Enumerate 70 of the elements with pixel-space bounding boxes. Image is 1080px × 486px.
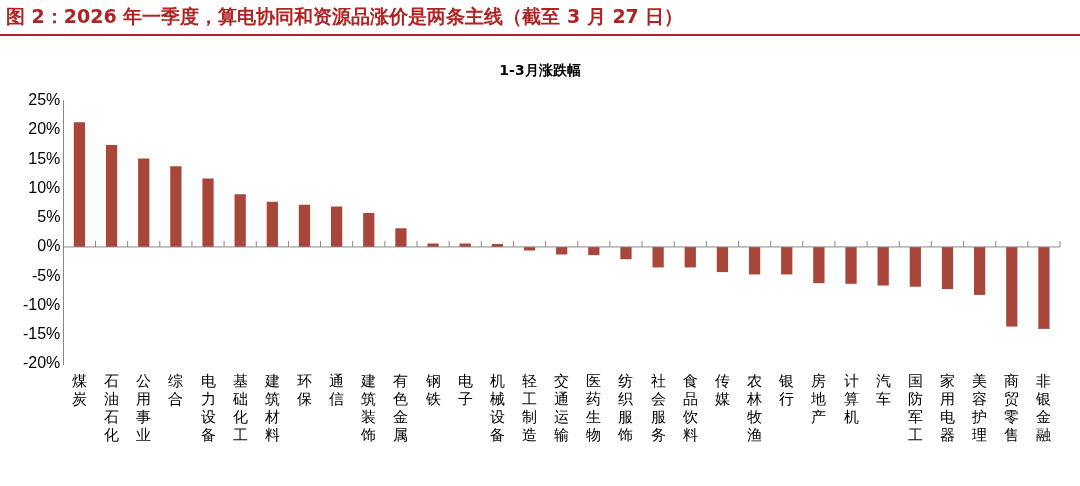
y-tick-label: 10% (28, 178, 61, 196)
bar (363, 212, 375, 247)
y-tick-label: -5% (31, 266, 61, 284)
bar (620, 246, 632, 260)
x-tick-label: 公用事业 (136, 371, 152, 444)
bar (170, 166, 182, 247)
bar (716, 246, 729, 273)
x-tick-label: 建筑装饰 (360, 371, 377, 444)
x-tick-label: 国防军工 (907, 371, 923, 444)
bar (298, 204, 311, 247)
x-tick-label: 食品饮料 (681, 371, 698, 444)
bar (781, 246, 793, 275)
y-tick-label: 0% (37, 237, 61, 255)
x-tick-label: 电力设备 (200, 371, 216, 444)
bar (1038, 246, 1050, 329)
bar (652, 246, 664, 268)
y-tick-label: 15% (28, 149, 61, 167)
bar (266, 201, 278, 247)
x-tick-label: 石油石化 (104, 371, 120, 444)
x-tick-label: 农林牧渔 (746, 371, 763, 444)
bar (974, 246, 986, 295)
x-tick-label: 环保 (296, 371, 312, 408)
bar (909, 246, 921, 287)
y-tick-label: 25% (28, 91, 61, 109)
y-tick-label: -10% (22, 295, 61, 313)
x-tick-label: 非银金融 (1035, 371, 1052, 444)
chart-subtitle: 1-3月涨跌幅 (498, 62, 582, 80)
x-tick-label: 家用电器 (939, 371, 955, 444)
bar (748, 246, 761, 275)
bar (556, 246, 568, 255)
x-tick-label: 基础化工 (231, 371, 248, 444)
bar (331, 206, 343, 247)
bar (877, 246, 889, 286)
x-tick-label: 通信 (329, 371, 345, 408)
x-tick-label: 医药生物 (586, 371, 602, 444)
x-tick-label: 社会服务 (650, 371, 666, 444)
bar (138, 158, 150, 247)
bar (395, 228, 407, 247)
y-tick-label: -15% (22, 325, 61, 343)
y-tick-label: 20% (28, 120, 61, 138)
x-tick-label: 纺织服饰 (617, 371, 634, 444)
bar (427, 243, 439, 247)
x-tick-label: 汽车 (875, 371, 891, 408)
bar (105, 145, 118, 247)
bar (234, 194, 246, 247)
y-tick-label: -20% (22, 354, 61, 372)
x-tick-label: 轻工制造 (522, 371, 538, 444)
x-tick-label: 综合 (168, 371, 184, 408)
x-tick-label: 商贸零售 (1004, 371, 1020, 444)
bar (941, 246, 954, 290)
x-tick-label: 房地产 (810, 371, 827, 426)
bar (73, 122, 86, 247)
x-tick-label: 有色金属 (393, 371, 409, 444)
bar (202, 178, 214, 247)
x-tick-label: 钢铁 (424, 371, 441, 408)
bar (813, 246, 825, 284)
bar (684, 246, 696, 268)
x-tick-label: 传媒 (714, 371, 730, 408)
x-tick-label: 建筑材料 (263, 371, 280, 444)
x-tick-label: 机械设备 (489, 371, 505, 444)
bar (1006, 246, 1018, 327)
x-tick-label: 煤炭 (71, 371, 87, 408)
x-tick-label: 交通运输 (554, 371, 570, 444)
chart-title: 图 2：2026 年一季度，算电协同和资源品涨价是两条主线（截至 3 月 27 日） (6, 4, 684, 29)
x-tick-label: 银行 (778, 371, 795, 408)
y-tick-label: 5% (37, 208, 61, 226)
x-tick-label: 电子 (457, 371, 473, 408)
bar (845, 246, 857, 284)
x-tick-label: 美容护理 (971, 371, 988, 444)
x-tick-label: 计算机 (843, 371, 859, 426)
